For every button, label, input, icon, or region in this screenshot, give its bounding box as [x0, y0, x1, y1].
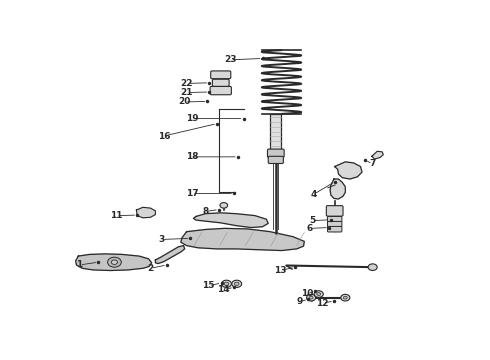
Polygon shape — [155, 246, 185, 264]
Circle shape — [341, 294, 350, 301]
Circle shape — [221, 280, 231, 287]
Polygon shape — [181, 228, 304, 251]
Text: 19: 19 — [186, 114, 198, 123]
Polygon shape — [372, 151, 383, 159]
Polygon shape — [136, 207, 155, 218]
Circle shape — [309, 296, 313, 299]
Text: 10: 10 — [301, 289, 314, 298]
Polygon shape — [75, 254, 151, 270]
FancyBboxPatch shape — [211, 71, 231, 79]
FancyBboxPatch shape — [268, 149, 284, 157]
Text: 4: 4 — [311, 190, 317, 199]
FancyBboxPatch shape — [327, 226, 342, 232]
Circle shape — [111, 260, 118, 264]
FancyBboxPatch shape — [268, 156, 283, 163]
Text: 8: 8 — [202, 207, 209, 216]
Text: 5: 5 — [309, 216, 315, 225]
Text: 17: 17 — [186, 189, 198, 198]
Circle shape — [307, 294, 316, 301]
Text: 1: 1 — [76, 261, 83, 269]
Circle shape — [232, 280, 242, 287]
Polygon shape — [194, 213, 268, 228]
Circle shape — [108, 257, 121, 267]
Text: 2: 2 — [147, 264, 154, 273]
Text: 3: 3 — [159, 235, 165, 244]
Text: 18: 18 — [186, 152, 198, 161]
Text: 15: 15 — [202, 281, 215, 290]
FancyBboxPatch shape — [212, 79, 229, 86]
Text: 16: 16 — [157, 131, 170, 140]
Circle shape — [314, 291, 323, 297]
Text: 9: 9 — [296, 297, 303, 306]
FancyBboxPatch shape — [327, 221, 342, 227]
Text: 12: 12 — [316, 299, 329, 308]
Text: 14: 14 — [218, 285, 230, 294]
FancyBboxPatch shape — [210, 86, 231, 95]
Text: 11: 11 — [110, 211, 122, 220]
Polygon shape — [330, 179, 345, 199]
Text: 13: 13 — [274, 266, 287, 275]
Circle shape — [220, 203, 227, 208]
Text: 20: 20 — [178, 98, 191, 107]
Polygon shape — [335, 162, 362, 179]
Circle shape — [368, 264, 377, 270]
Text: 22: 22 — [180, 79, 193, 88]
Circle shape — [317, 293, 320, 296]
Circle shape — [234, 282, 239, 285]
FancyBboxPatch shape — [327, 216, 342, 222]
FancyBboxPatch shape — [270, 114, 281, 154]
Text: 6: 6 — [307, 224, 313, 233]
FancyBboxPatch shape — [326, 206, 343, 216]
Text: 7: 7 — [369, 159, 376, 168]
Text: 21: 21 — [180, 88, 193, 97]
Circle shape — [224, 282, 229, 285]
Text: 23: 23 — [224, 55, 237, 64]
Circle shape — [343, 296, 347, 299]
